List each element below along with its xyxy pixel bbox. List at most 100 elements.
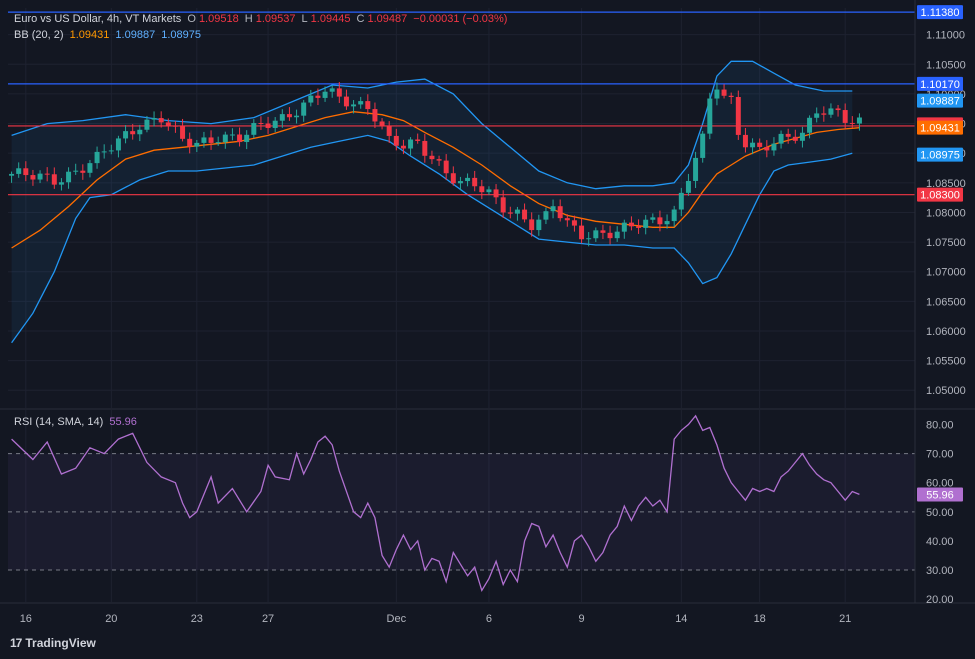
- candle-body: [201, 137, 207, 143]
- candle-body: [536, 219, 542, 231]
- candle-body: [144, 119, 150, 130]
- candle-body: [58, 182, 64, 185]
- low-label: L: [301, 13, 308, 25]
- candle-body: [265, 123, 271, 128]
- tradingview-logo-icon: 17: [10, 636, 22, 650]
- candle-body: [671, 209, 677, 222]
- price-tick-label: 1.07500: [926, 237, 966, 249]
- candle-body: [842, 110, 848, 123]
- candle-body: [735, 97, 741, 135]
- candle-body: [472, 177, 478, 187]
- candle-body: [393, 135, 399, 146]
- candle-body: [700, 133, 706, 158]
- price-tick-label: 1.06500: [926, 296, 966, 308]
- candle-body: [728, 95, 734, 98]
- tradingview-logo[interactable]: 17 TradingView: [10, 636, 96, 650]
- candle-body: [507, 212, 513, 214]
- candle-body: [44, 173, 50, 175]
- candle-body: [764, 146, 770, 151]
- price-tick-label: 1.08000: [926, 207, 966, 219]
- candle-body: [108, 150, 114, 152]
- candle-body: [835, 108, 841, 111]
- candle-body: [180, 125, 186, 139]
- bb-legend: BB (20, 2) 1.09431 1.09887 1.08975: [14, 29, 204, 41]
- close-value: 1.09487: [367, 13, 408, 25]
- candle-body: [522, 209, 528, 220]
- candle-body: [73, 170, 79, 172]
- rsi-tick-label: 20.00: [926, 594, 954, 606]
- candle-body: [785, 133, 791, 137]
- rsi-name: RSI (14, SMA, 14): [14, 416, 104, 428]
- bb-upper-value: 1.09887: [115, 29, 156, 41]
- candle-body: [657, 217, 663, 225]
- candle-body: [564, 218, 570, 221]
- symbol-title: Euro vs US Dollar, 4h, VT Markets: [14, 13, 182, 25]
- candle-body: [123, 131, 129, 139]
- candle-body: [771, 143, 777, 151]
- candle-body: [315, 95, 321, 98]
- candle-body: [529, 219, 535, 231]
- candle-body: [23, 168, 29, 176]
- rsi-pane[interactable]: [8, 410, 915, 602]
- price-legend: Euro vs US Dollar, 4h, VT Markets O 1.095…: [14, 13, 510, 25]
- rsi-tick-label: 50.00: [926, 507, 954, 519]
- price-tag-text: 1.08300: [920, 190, 960, 202]
- candle-body: [372, 109, 378, 122]
- price-tick-label: 1.10500: [926, 59, 966, 71]
- candle-body: [172, 125, 178, 127]
- candle-body: [828, 108, 834, 115]
- candle-body: [343, 96, 349, 107]
- candle-body: [807, 117, 813, 133]
- candle-body: [222, 134, 228, 143]
- time-tick-label: Dec: [387, 613, 407, 625]
- candle-body: [16, 168, 22, 174]
- candle-body: [678, 192, 684, 210]
- candle-body: [514, 209, 520, 214]
- candle-body: [621, 222, 627, 232]
- high-value: 1.09537: [255, 13, 296, 25]
- candle-body: [742, 134, 748, 148]
- price-tag-text: 1.09431: [920, 123, 960, 135]
- time-tick-label: 23: [191, 613, 203, 625]
- candle-body: [229, 134, 235, 136]
- candle-body: [579, 225, 585, 240]
- candle-body: [286, 114, 292, 118]
- candle-body: [714, 89, 720, 99]
- candle-body: [814, 113, 820, 118]
- candle-body: [322, 91, 328, 98]
- candle-body: [486, 189, 492, 193]
- time-tick-label: 14: [675, 613, 687, 625]
- candle-body: [66, 171, 72, 183]
- close-label: C: [356, 13, 365, 25]
- candle-body: [101, 151, 107, 153]
- candle-body: [415, 139, 421, 141]
- time-tick-label: 6: [486, 613, 492, 625]
- candle-body: [628, 222, 634, 227]
- candle-body: [272, 120, 278, 128]
- candle-body: [792, 136, 798, 141]
- candle-body: [386, 126, 392, 136]
- candle-body: [301, 102, 307, 116]
- candle-body: [821, 113, 827, 115]
- candle-body: [187, 138, 193, 147]
- candle-body: [215, 142, 221, 144]
- candle-body: [856, 117, 862, 124]
- candle-body: [707, 98, 713, 134]
- brand-name: TradingView: [25, 636, 96, 650]
- candle-body: [137, 129, 143, 135]
- candle-body: [571, 220, 577, 226]
- price-tick-label: 1.05500: [926, 356, 966, 368]
- price-tick-label: 1.06000: [926, 326, 966, 338]
- candle-body: [329, 88, 335, 92]
- candle-body: [279, 114, 285, 121]
- candle-body: [51, 174, 57, 185]
- price-tag-text: 1.10170: [920, 79, 960, 91]
- candle-body: [294, 115, 300, 118]
- candle-body: [636, 226, 642, 228]
- candle-body: [365, 101, 371, 110]
- candle-body: [351, 104, 357, 107]
- time-tick-label: 20: [105, 613, 117, 625]
- price-pane[interactable]: [8, 8, 915, 408]
- price-tag-text: 1.08975: [920, 150, 960, 162]
